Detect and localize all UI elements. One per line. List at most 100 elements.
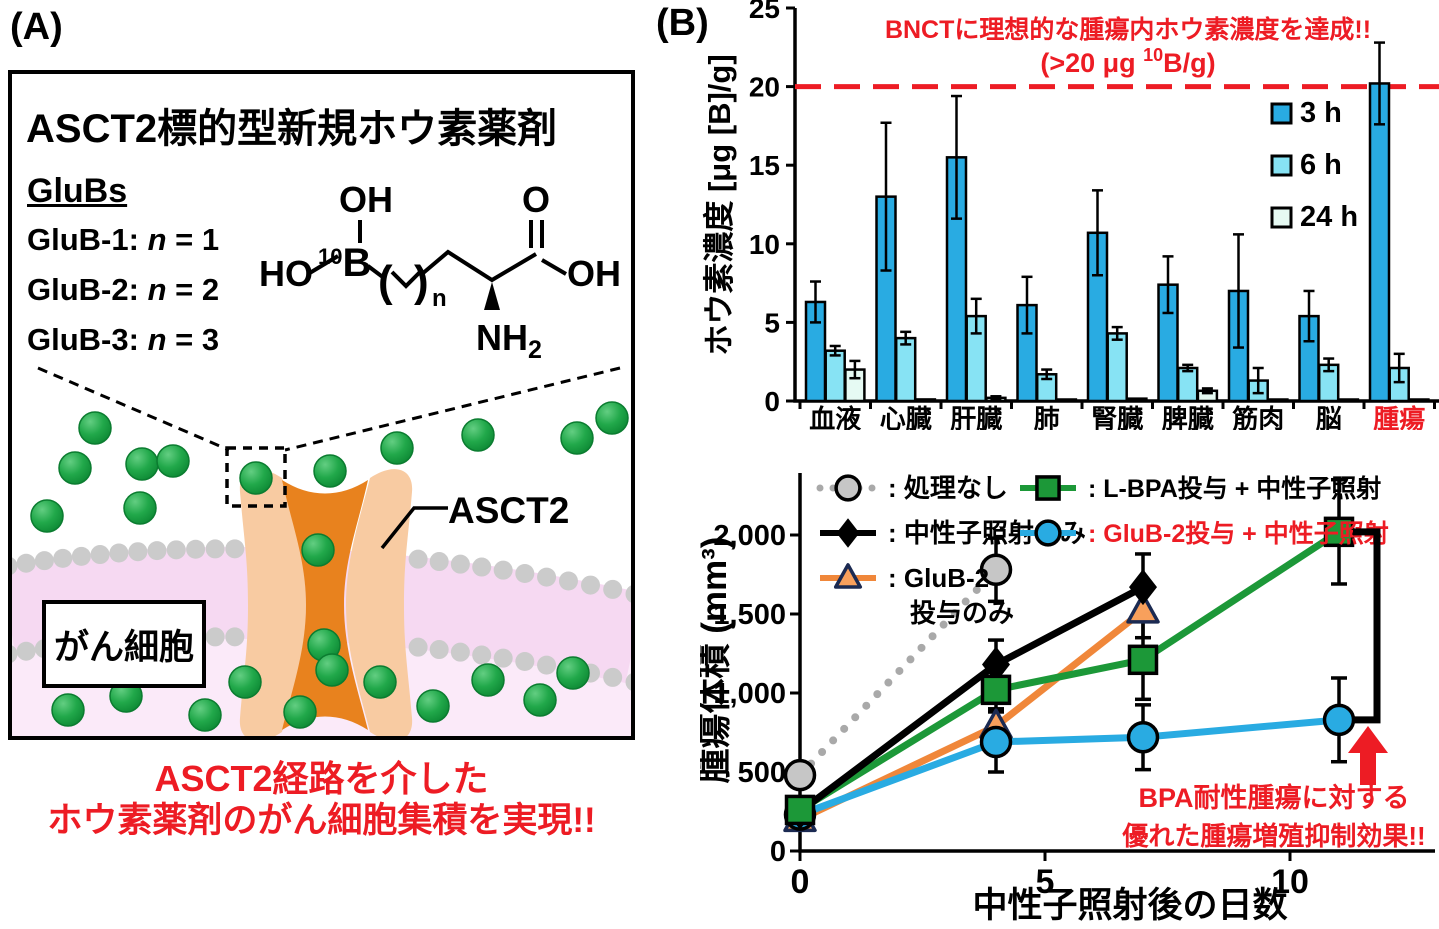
x-axis-label: 中性子照射後の日数 [972,886,1287,925]
lipid-head [603,579,623,599]
callout-line-right [284,366,621,452]
legend-swatch [1270,206,1293,229]
lipid-head [493,648,513,668]
drug-molecule-dot [461,418,495,452]
y-tick-label: 2,000 [713,520,786,552]
lipid-head [429,552,449,572]
lipid-head [515,564,535,584]
y-axis-label: 腫瘍体積 (mm³) [700,537,734,784]
emphasis-arrow-icon [1348,726,1388,785]
category-label: 肺 [1034,404,1060,430]
drug-molecule-dot [363,665,397,699]
lipid-head [408,549,428,569]
x-tick-label: 5 [1036,863,1055,901]
bar [1337,398,1360,403]
lipid-head [12,557,18,575]
y-tick-label: 1,000 [713,678,786,710]
subtitle-post: B/g) [1163,48,1215,78]
y-tick-label: 0 [770,836,786,868]
subtitle-pre: (>20 μg [1040,48,1143,78]
bond-line [366,264,386,280]
lipid-head [166,540,186,560]
panel-a-title: ASCT2標的型新規ホウ素薬剤 [26,107,558,151]
tumor-volume-line-chart: 0 500 1,000 1,500 2,000 0 5 10 腫瘍体積 (mm³) 中性子照射後の… [700,473,1435,925]
boron-symbol: B [342,241,371,285]
lipid-head [472,557,492,577]
variant-line-2: GluB-2: n = 2 [27,272,219,308]
callout-box [225,446,287,508]
legend-label: 3 h [1300,97,1342,129]
data-marker [1035,475,1061,501]
compound-family-label: GluBs [27,172,128,210]
data-marker [833,563,863,589]
drug-molecule-dot [301,533,335,567]
asct2-transporter [239,469,413,736]
legend-label-line2: 投与のみ [910,598,1014,628]
drug-molecule-dot [380,431,414,465]
lipid-head [581,575,601,595]
drug-molecule-dot [78,411,112,445]
paren-open: ( [378,257,393,306]
y-tick-label: 1,500 [713,599,786,631]
data-marker [982,646,1010,683]
panel-a-label: (A) [10,6,63,48]
data-marker [783,758,817,792]
y-tick-label: 5 [764,307,780,338]
lipid-head [12,645,18,663]
drug-molecule-dot [51,693,85,727]
y-tick-label: 25 [749,0,780,24]
legend-swatch [1270,154,1293,177]
drug-molecule-dot [228,665,262,699]
cancer-cell-label: がん細胞 [42,600,206,688]
structure-oh-right: OH [567,253,621,294]
drug-molecule-dot [416,689,450,723]
subtitle-superscript: 10 [1143,45,1163,65]
data-marker [834,474,862,502]
category-label: 筋肉 [1232,404,1284,430]
transporter-outer-right [346,469,413,736]
drug-molecule-dot [313,454,347,488]
data-marker [979,553,1013,587]
lipid-head [537,655,557,675]
bond-line [306,254,340,276]
panel-b-label: (B) [656,2,709,44]
lipid-head [225,539,245,559]
variant-name: GluB-1: [27,222,148,257]
y-tick-label: 20 [749,72,780,103]
chart-title: BNCTに理想的な腫瘍内ホウ素濃度を達成!! [885,15,1371,44]
y-axis-label: ホウ素濃度 [μg [B]/g] [702,54,737,355]
legend-label: : GluB-2 [888,563,989,593]
data-marker [1126,720,1160,754]
paren-close: ) [414,257,429,306]
variant-line-1: GluB-1: n = 1 [27,222,219,258]
data-marker [1126,593,1160,624]
lipid-head [205,539,225,559]
x-tick-label: 0 [791,863,810,901]
repeat-subscript-n: n [432,285,447,312]
variant-line-3: GluB-3: n = 3 [27,322,219,358]
category-label: 脾臓 [1161,404,1214,430]
data-marker [784,794,816,826]
lipid-head [537,567,557,587]
variant-name: GluB-2: [27,272,148,307]
structure-amine: NH2 [476,317,542,364]
lipid-head [128,542,148,562]
comparison-bracket [1353,528,1381,724]
variant-n: n [147,222,167,257]
drug-molecule-dot [595,401,629,435]
drug-molecule-dot [188,698,222,732]
bond-line [540,258,568,276]
lipid-head [53,548,73,568]
drug-molecule-dot [523,683,557,717]
legend-swatch [1270,102,1293,125]
panel-a-caption-line2: ホウ素薬剤のがん細胞集積を実現!! [47,801,596,840]
drug-molecule-dot [283,695,317,729]
lipid-head [34,551,54,571]
bar [1126,397,1148,403]
bar [914,398,937,403]
lipid-head [625,585,631,603]
data-marker [1129,569,1157,606]
lipid-head [493,560,513,580]
drug-molecule-dot [315,653,349,687]
